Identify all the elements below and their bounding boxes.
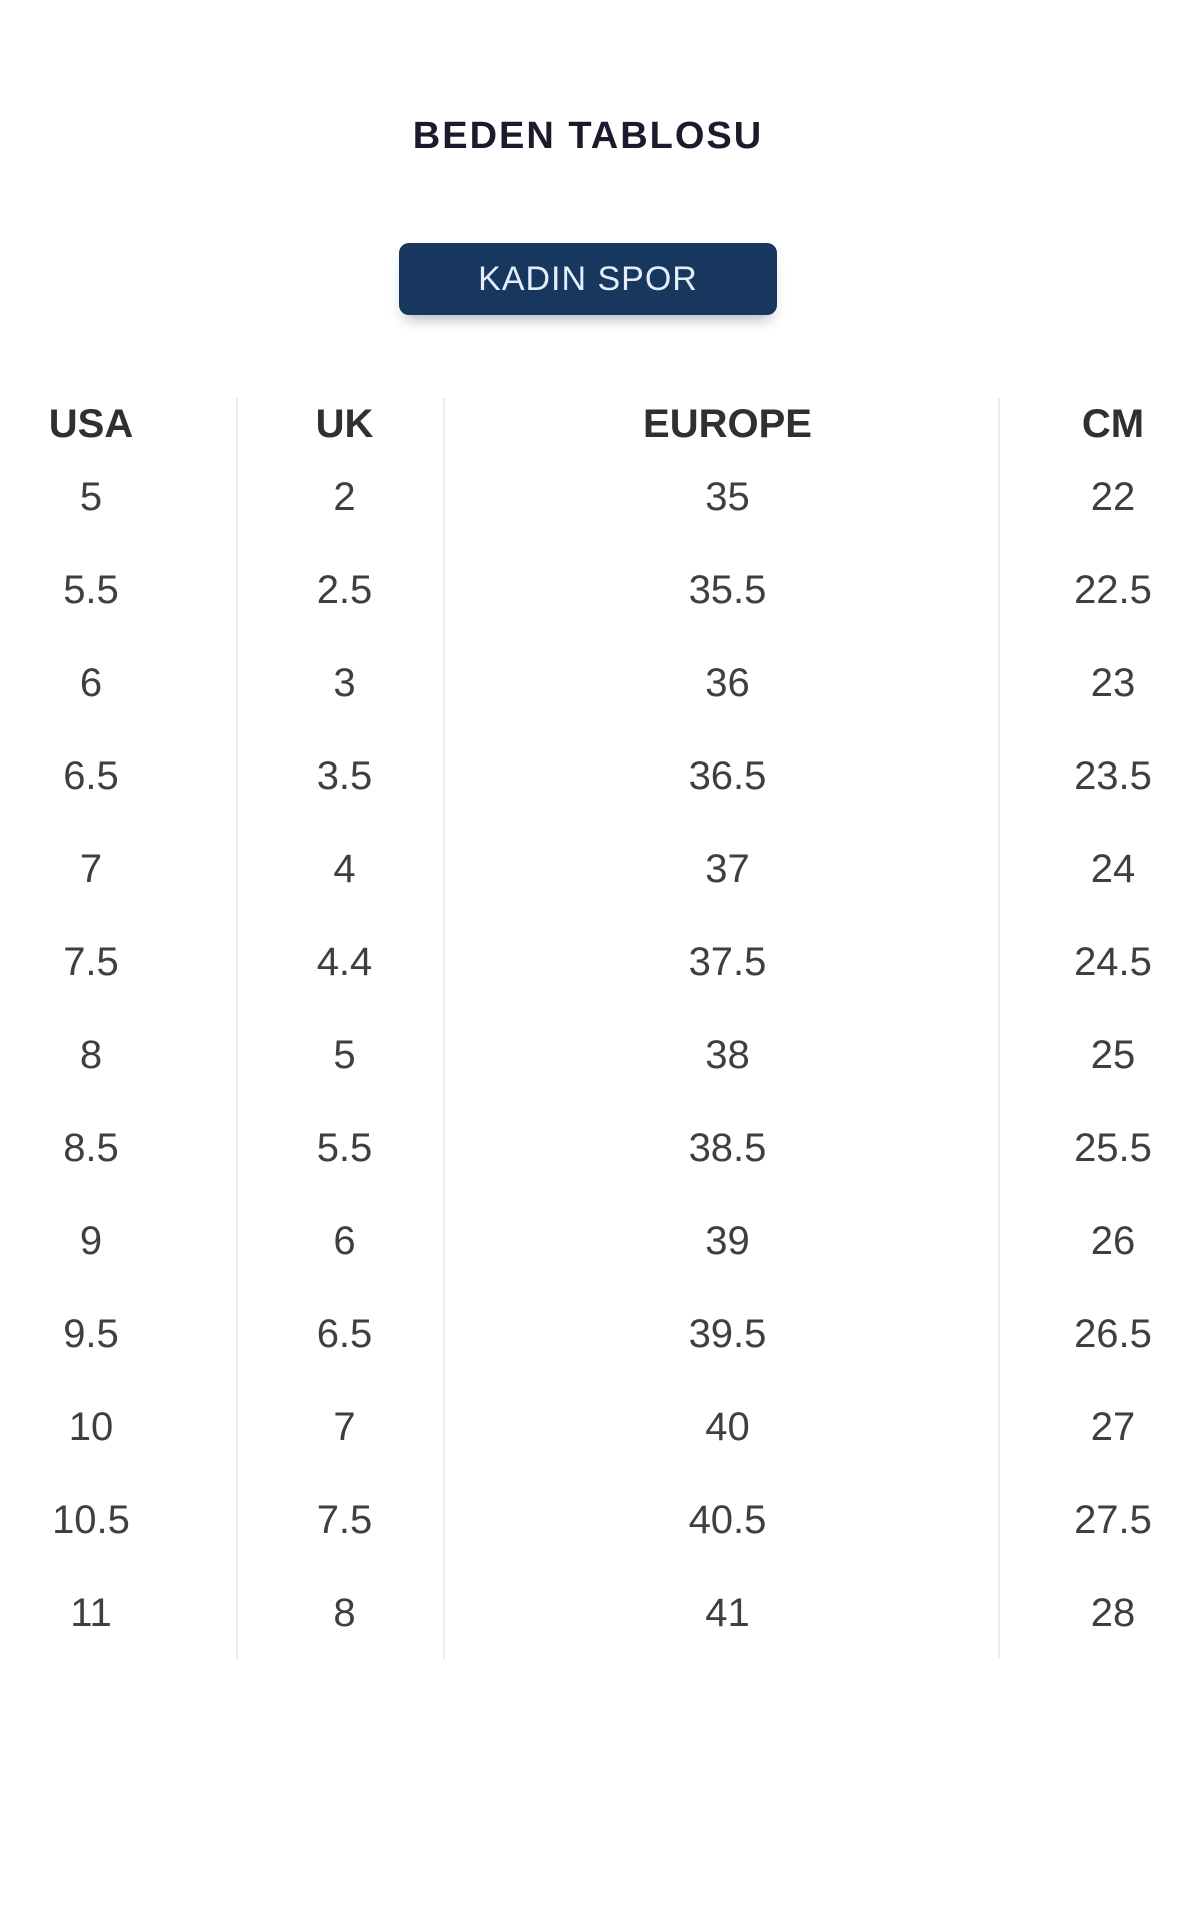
cell-usa: 11 — [70, 1590, 112, 1635]
cell-uk: 5 — [236, 1008, 444, 1101]
cell-europe: 38 — [443, 1008, 999, 1101]
cell-uk: 3 — [236, 636, 444, 729]
cell-uk: 6.5 — [236, 1287, 444, 1380]
cell-usa: 10.5 — [52, 1497, 130, 1542]
cell-cm: 26 — [998, 1194, 1200, 1287]
cell-usa: 7 — [79, 846, 103, 891]
cell-europe: 36 — [443, 636, 999, 729]
cell-europe: 37.5 — [443, 915, 999, 1008]
cell-uk: 4 — [236, 822, 444, 915]
table-row: 9 6 39 26 — [0, 1194, 1200, 1287]
cell-cm: 23.5 — [998, 729, 1200, 822]
table-row: 5.5 2.5 35.5 22.5 — [0, 543, 1200, 636]
table-row: 11 8 41 28 — [0, 1566, 1200, 1659]
cell-usa: 8 — [79, 1032, 103, 1077]
cell-cm: 27.5 — [998, 1473, 1200, 1566]
table-row: 8 5 38 25 — [0, 1008, 1200, 1101]
cell-europe: 39 — [443, 1194, 999, 1287]
page-title: BEDEN TABLOSU — [412, 115, 764, 157]
cell-europe: 35.5 — [443, 543, 999, 636]
cell-uk: 8 — [236, 1566, 444, 1659]
cell-uk: 3.5 — [236, 729, 444, 822]
column-header-usa: USA — [48, 402, 134, 446]
cell-cm: 27 — [998, 1380, 1200, 1473]
table-row: 8.5 5.5 38.5 25.5 — [0, 1101, 1200, 1194]
cell-uk: 7.5 — [236, 1473, 444, 1566]
cell-usa: 6 — [79, 660, 103, 705]
header-section: BEDEN TABLOSU KADIN SPOR — [0, 117, 1176, 315]
cell-europe: 38.5 — [443, 1101, 999, 1194]
cell-uk: 4.4 — [236, 915, 444, 1008]
column-header-uk: UK — [236, 398, 444, 450]
cell-cm: 22.5 — [998, 543, 1200, 636]
table-row: 5 2 35 22 — [0, 450, 1200, 543]
column-header-europe: EUROPE — [443, 398, 999, 450]
cell-usa: 9.5 — [63, 1311, 119, 1356]
table-header-row: USA UK EUROPE CM — [0, 398, 1200, 450]
table-row: 9.5 6.5 39.5 26.5 — [0, 1287, 1200, 1380]
cell-uk: 5.5 — [236, 1101, 444, 1194]
table-row: 10 7 40 27 — [0, 1380, 1200, 1473]
cell-uk: 2.5 — [236, 543, 444, 636]
column-header-cm: CM — [998, 398, 1200, 450]
cell-uk: 6 — [236, 1194, 444, 1287]
cell-usa: 9 — [79, 1218, 103, 1263]
table-row: 6 3 36 23 — [0, 636, 1200, 729]
table-body: 5 2 35 22 5.5 2.5 35.5 22.5 6 3 36 23 6.5 3.5 36.5 23.5… — [0, 450, 1200, 1659]
size-conversion-table: USA UK EUROPE CM 5 2 35 22 5.5 2.5 35.5 22.5 6 3 36 23… — [0, 398, 1200, 1659]
cell-europe: 36.5 — [443, 729, 999, 822]
cell-europe: 35 — [443, 450, 999, 543]
cell-usa: 6.5 — [63, 753, 119, 798]
cell-usa: 7.5 — [63, 939, 119, 984]
cell-cm: 24.5 — [998, 915, 1200, 1008]
cell-cm: 28 — [998, 1566, 1200, 1659]
cell-europe: 41 — [443, 1566, 999, 1659]
table-row: 10.5 7.5 40.5 27.5 — [0, 1473, 1200, 1566]
cell-cm: 23 — [998, 636, 1200, 729]
cell-uk: 2 — [236, 450, 444, 543]
cell-europe: 39.5 — [443, 1287, 999, 1380]
cell-usa: 10 — [68, 1404, 114, 1449]
table-row: 6.5 3.5 36.5 23.5 — [0, 729, 1200, 822]
table-header: USA UK EUROPE CM — [0, 398, 1200, 450]
table-row: 7.5 4.4 37.5 24.5 — [0, 915, 1200, 1008]
cell-cm: 24 — [998, 822, 1200, 915]
cell-usa: 5 — [79, 474, 103, 519]
cell-usa: 5.5 — [63, 567, 119, 612]
cell-europe: 40 — [443, 1380, 999, 1473]
cell-europe: 40.5 — [443, 1473, 999, 1566]
cell-uk: 7 — [236, 1380, 444, 1473]
cell-cm: 25.5 — [998, 1101, 1200, 1194]
cell-europe: 37 — [443, 822, 999, 915]
kadin-spor-button[interactable]: KADIN SPOR — [399, 243, 777, 315]
cell-usa: 8.5 — [63, 1125, 119, 1170]
cell-cm: 26.5 — [998, 1287, 1200, 1380]
cell-cm: 22 — [998, 450, 1200, 543]
cell-cm: 25 — [998, 1008, 1200, 1101]
table-row: 7 4 37 24 — [0, 822, 1200, 915]
